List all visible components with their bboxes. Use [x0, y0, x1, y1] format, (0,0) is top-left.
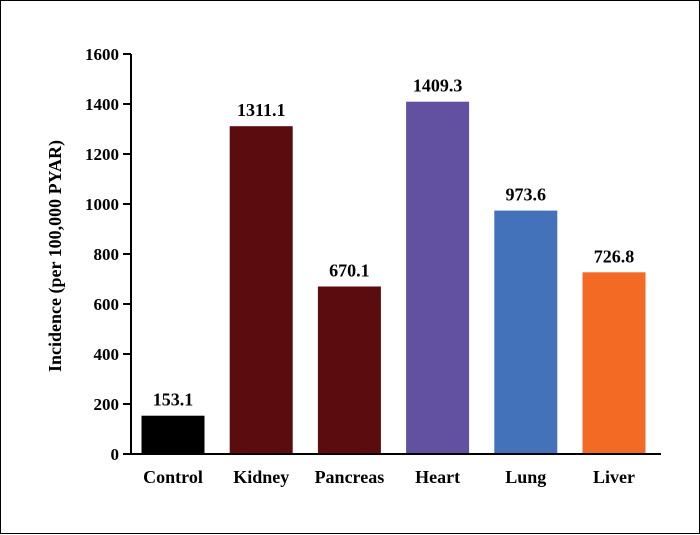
y-axis-title: Incidence (per 100,000 PYAR)	[45, 140, 66, 372]
y-tick-label-1600: 1600	[85, 45, 119, 64]
data-label-lung: 973.6	[506, 185, 547, 205]
bar-heart	[406, 101, 470, 454]
axes-group: Control Kidney Pancreas Heart Lung Liver 0 200 4…	[85, 45, 661, 487]
x-tick-label-heart: Heart	[415, 467, 460, 487]
y-tick-label-400: 400	[94, 345, 120, 364]
y-tick-label-200: 200	[94, 395, 120, 414]
data-label-heart: 1409.3	[413, 76, 463, 96]
y-tick-label-1000: 1000	[85, 195, 119, 214]
y-tick-label-600: 600	[94, 295, 120, 314]
data-label-liver: 726.8	[594, 246, 635, 266]
x-tick-label-liver: Liver	[593, 467, 635, 487]
bar-liver	[582, 272, 646, 454]
y-tick-label-1200: 1200	[85, 145, 119, 164]
data-label-kidney: 1311.1	[237, 100, 286, 120]
data-label-control: 153.1	[153, 390, 194, 410]
bar-kidney	[229, 126, 293, 454]
y-tick-label-800: 800	[94, 245, 120, 264]
bar-lung	[494, 210, 558, 454]
x-tick-label-control: Control	[143, 467, 203, 487]
x-tick-label-lung: Lung	[505, 467, 546, 487]
y-tick-label-0: 0	[111, 445, 120, 464]
x-tick-label-pancreas: Pancreas	[315, 467, 385, 487]
y-tick-label-1400: 1400	[85, 95, 119, 114]
x-tick-label-kidney: Kidney	[233, 467, 289, 487]
bars-group: 153.1 1311.1 670.1 1409.3 973.6 726.8	[141, 76, 646, 454]
bar-pancreas	[317, 286, 381, 454]
bar-control	[141, 415, 205, 454]
data-label-pancreas: 670.1	[329, 261, 370, 281]
